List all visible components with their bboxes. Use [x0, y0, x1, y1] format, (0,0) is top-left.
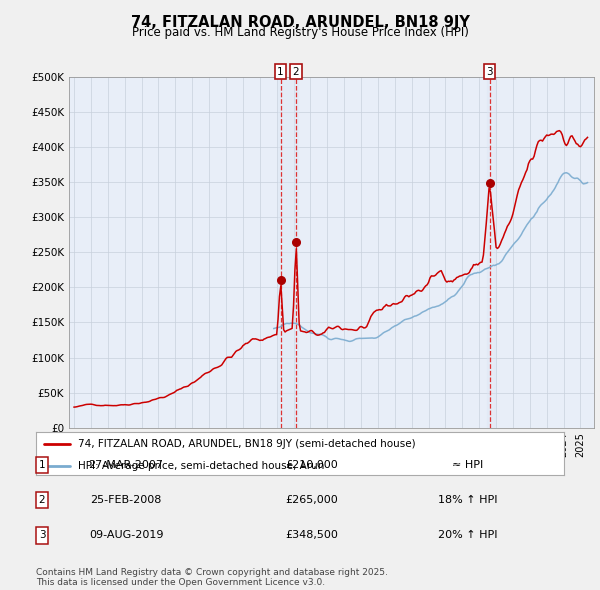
Text: 20% ↑ HPI: 20% ↑ HPI	[438, 530, 498, 540]
Text: Contains HM Land Registry data © Crown copyright and database right 2025.
This d: Contains HM Land Registry data © Crown c…	[36, 568, 388, 587]
Text: 3: 3	[486, 67, 493, 77]
Text: 2: 2	[293, 67, 299, 77]
Bar	[487, 77, 496, 428]
Text: 74, FITZALAN ROAD, ARUNDEL, BN18 9JY (semi-detached house): 74, FITZALAN ROAD, ARUNDEL, BN18 9JY (se…	[78, 440, 416, 450]
Text: £210,000: £210,000	[286, 460, 338, 470]
Text: 27-MAR-2007: 27-MAR-2007	[89, 460, 163, 470]
Text: ≈ HPI: ≈ HPI	[452, 460, 484, 470]
Text: 1: 1	[277, 67, 284, 77]
Text: £348,500: £348,500	[286, 530, 338, 540]
Text: £265,000: £265,000	[286, 495, 338, 505]
Text: 2: 2	[38, 495, 46, 505]
Bar	[278, 77, 298, 428]
Text: HPI: Average price, semi-detached house, Arun: HPI: Average price, semi-detached house,…	[78, 461, 325, 471]
Text: 09-AUG-2019: 09-AUG-2019	[89, 530, 163, 540]
Text: 25-FEB-2008: 25-FEB-2008	[91, 495, 161, 505]
Text: Price paid vs. HM Land Registry's House Price Index (HPI): Price paid vs. HM Land Registry's House …	[131, 26, 469, 39]
Text: 18% ↑ HPI: 18% ↑ HPI	[438, 495, 498, 505]
Text: 1: 1	[38, 460, 46, 470]
Text: 74, FITZALAN ROAD, ARUNDEL, BN18 9JY: 74, FITZALAN ROAD, ARUNDEL, BN18 9JY	[131, 15, 469, 30]
Text: 3: 3	[38, 530, 46, 540]
